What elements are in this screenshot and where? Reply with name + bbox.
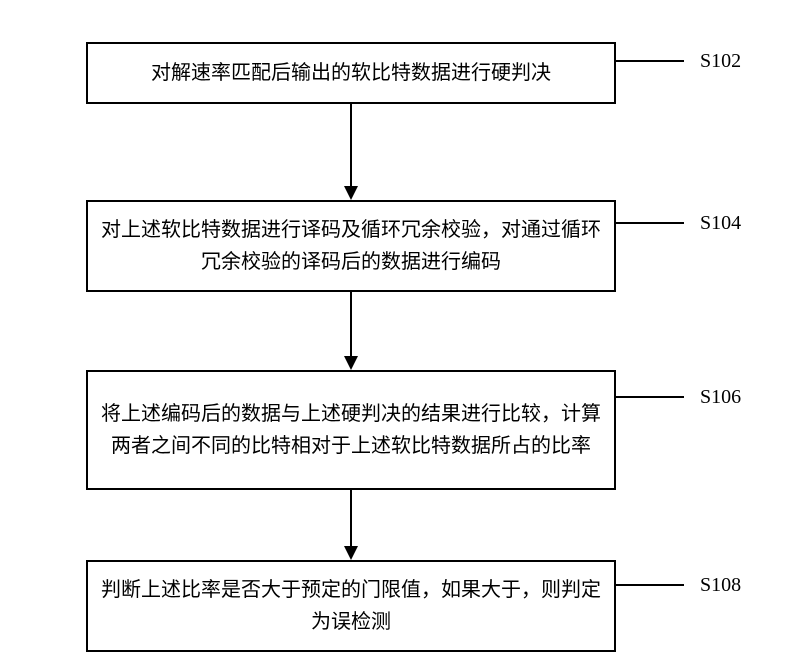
arrow-head-3 — [344, 546, 358, 560]
connector-s106 — [616, 396, 684, 398]
step-box-s104: 对上述软比特数据进行译码及循环冗余校验，对通过循环冗余校验的译码后的数据进行编码 — [86, 200, 616, 292]
connector-s102 — [616, 60, 684, 62]
arrow-line-1 — [350, 104, 352, 186]
step-box-s106: 将上述编码后的数据与上述硬判决的结果进行比较，计算两者之间不同的比特相对于上述软… — [86, 370, 616, 490]
arrow-head-1 — [344, 186, 358, 200]
step-text: 将上述编码后的数据与上述硬判决的结果进行比较，计算两者之间不同的比特相对于上述软… — [100, 398, 602, 462]
arrow-head-2 — [344, 356, 358, 370]
step-text: 对解速率匹配后输出的软比特数据进行硬判决 — [151, 57, 551, 89]
step-label-s106: S106 — [700, 386, 741, 409]
flowchart-canvas: 对解速率匹配后输出的软比特数据进行硬判决 S102 对上述软比特数据进行译码及循… — [0, 0, 800, 668]
step-label-s108: S108 — [700, 574, 741, 597]
connector-s104 — [616, 222, 684, 224]
arrow-line-3 — [350, 490, 352, 546]
step-box-s108: 判断上述比率是否大于预定的门限值，如果大于，则判定为误检测 — [86, 560, 616, 652]
connector-s108 — [616, 584, 684, 586]
arrow-line-2 — [350, 292, 352, 356]
step-text: 判断上述比率是否大于预定的门限值，如果大于，则判定为误检测 — [100, 574, 602, 638]
step-label-s104: S104 — [700, 212, 741, 235]
step-text: 对上述软比特数据进行译码及循环冗余校验，对通过循环冗余校验的译码后的数据进行编码 — [100, 214, 602, 278]
step-box-s102: 对解速率匹配后输出的软比特数据进行硬判决 — [86, 42, 616, 104]
step-label-s102: S102 — [700, 50, 741, 73]
